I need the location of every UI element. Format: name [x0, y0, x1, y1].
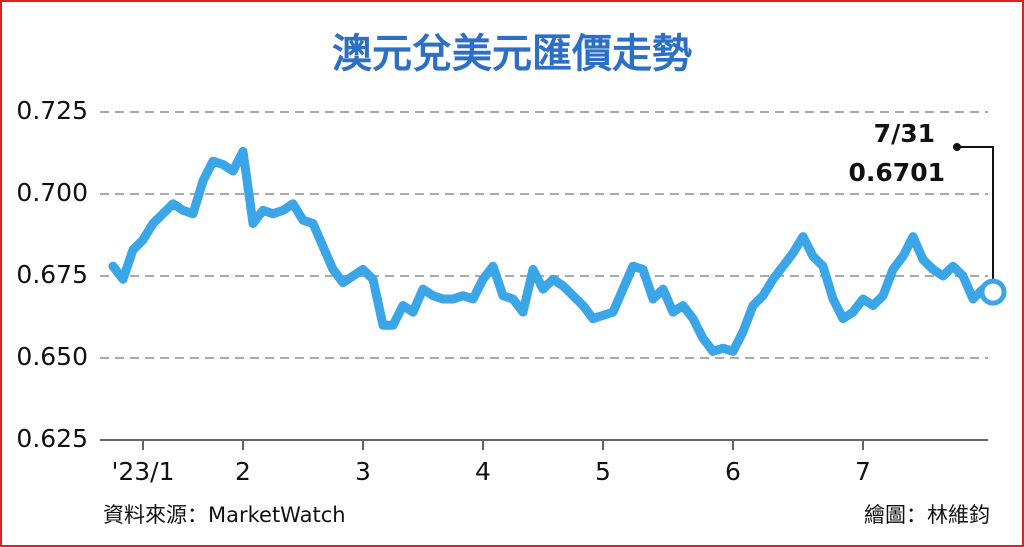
- annotation-value: 0.6701: [849, 158, 945, 187]
- annotation-dot: [953, 143, 961, 151]
- y-tick-label: 0.675: [16, 260, 88, 289]
- credit: 繪圖：林維鈞: [864, 503, 990, 527]
- x-tick-label: 5: [595, 457, 611, 486]
- y-tick-label: 0.625: [16, 424, 88, 453]
- end-point: [979, 278, 1007, 306]
- series-line: [108, 146, 998, 356]
- annotation-leader: [957, 146, 994, 281]
- x-tick-label: 4: [475, 457, 491, 486]
- y-tick-label: 0.725: [16, 96, 88, 125]
- x-tick-label: '23/1: [111, 457, 174, 486]
- x-tick-label: 6: [725, 457, 741, 486]
- source: 資料來源：MarketWatch: [103, 503, 346, 527]
- x-tick-label: 3: [355, 457, 371, 486]
- y-tick-label: 0.650: [16, 342, 88, 371]
- x-tick-label: 7: [855, 457, 871, 486]
- x-tick-label: 2: [235, 457, 251, 486]
- y-tick-label: 0.700: [16, 178, 88, 207]
- annotation-date: 7/31: [874, 119, 935, 148]
- chart-title: 澳元兌美元匯價走勢: [332, 31, 692, 77]
